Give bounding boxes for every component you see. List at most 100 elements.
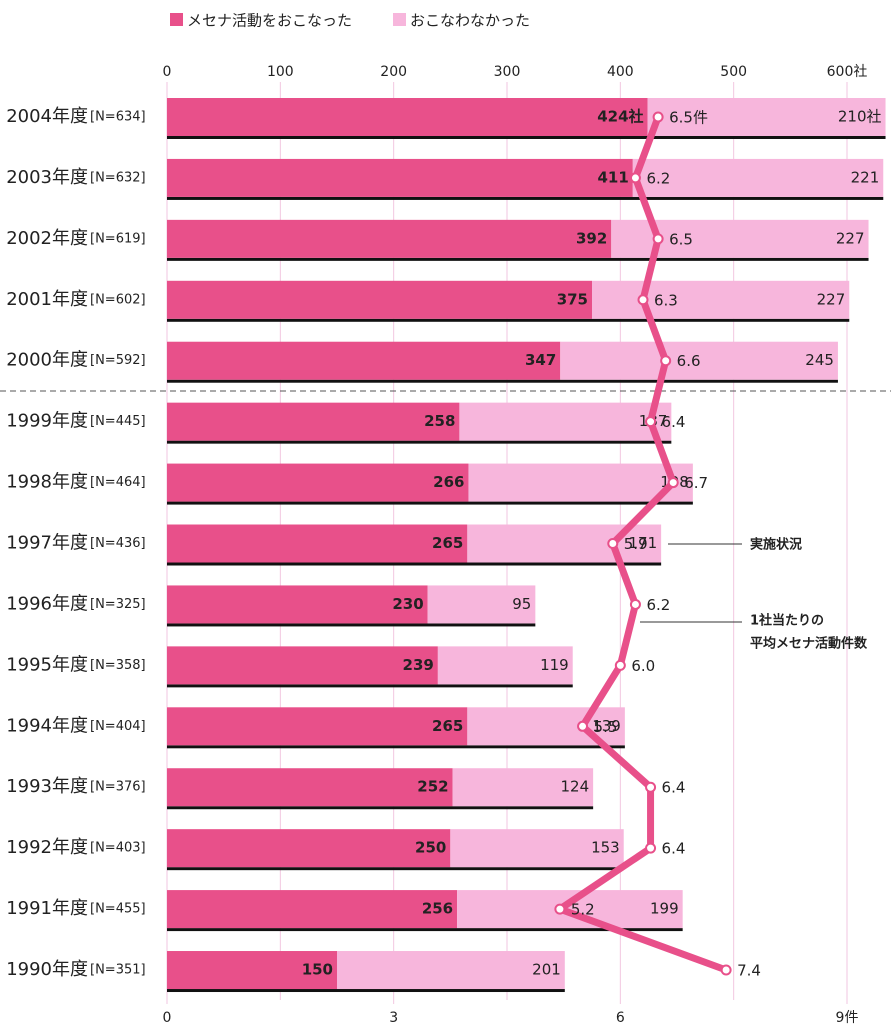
value-label: 239	[403, 656, 434, 674]
bar	[560, 341, 838, 380]
line-value-label: 6.4	[662, 840, 686, 858]
value-label: 347	[525, 351, 556, 369]
value-label: 265	[432, 717, 463, 735]
category-label: 1999年度	[6, 411, 88, 432]
bar	[167, 219, 612, 258]
bar	[167, 707, 468, 746]
line-value-label: 6.5	[669, 230, 693, 248]
n-label: [N=325]	[90, 597, 146, 612]
bar-shadow	[167, 440, 672, 444]
bar-shadow	[167, 136, 886, 139]
bar-shadow	[167, 562, 662, 566]
line-point	[645, 842, 657, 854]
value-label: 227	[817, 290, 846, 308]
x2-tick-label: 3	[389, 1010, 398, 1026]
bar-shadow	[167, 379, 838, 383]
line-value-label: 6.5件	[669, 109, 708, 127]
category-label: 1996年度	[6, 593, 88, 614]
line-point	[667, 477, 679, 489]
bar-shadow	[167, 867, 624, 871]
value-label: 245	[805, 351, 834, 369]
line-point	[652, 233, 664, 245]
bar	[167, 280, 592, 319]
bar	[452, 768, 594, 807]
category-label: 1994年度	[6, 715, 88, 736]
category-label: 1997年度	[6, 533, 88, 554]
category-label: 1993年度	[6, 776, 88, 797]
bar-shadow	[167, 501, 693, 505]
bar	[167, 98, 648, 136]
bar	[167, 768, 453, 807]
x-tick-label: 400	[607, 64, 634, 80]
line-value-label: 7.4	[737, 962, 761, 980]
category-label: 2002年度	[6, 228, 88, 249]
line-value-label: 5.9	[624, 535, 648, 553]
value-label: 221	[851, 168, 880, 186]
line-point	[577, 720, 589, 732]
x2-tick-label: 0	[163, 1010, 172, 1026]
n-label: [N=376]	[90, 780, 146, 795]
value-label: 266	[433, 473, 464, 491]
annotation: 1社当たりの	[750, 613, 824, 629]
bar	[167, 585, 428, 624]
x-tick-label: 600社	[827, 64, 868, 80]
bar	[167, 646, 438, 685]
value-label: 119	[540, 656, 569, 674]
value-label: 250	[415, 839, 446, 857]
line-point	[629, 172, 641, 184]
bar-shadow	[167, 318, 850, 322]
n-label: [N=619]	[90, 231, 146, 246]
line-value-label: 6.6	[677, 352, 701, 370]
value-label: 124	[560, 778, 589, 796]
value-label: 201	[532, 961, 561, 979]
x-tick-label: 500	[720, 64, 747, 80]
line-point	[607, 538, 619, 550]
bar	[459, 402, 672, 441]
category-label: 1998年度	[6, 472, 88, 493]
bar-shadow	[167, 623, 536, 627]
annotation: 平均メセナ活動件数	[750, 636, 868, 652]
value-label: 256	[422, 900, 453, 918]
n-label: [N=445]	[90, 414, 146, 429]
value-label: 139	[592, 717, 621, 735]
legend-label: メセナ活動をおこなった	[187, 12, 352, 30]
value-label: 171	[628, 534, 657, 552]
n-label: [N=358]	[90, 658, 146, 673]
line-value-label: 6.0	[631, 657, 655, 675]
value-label: 411	[597, 168, 628, 186]
bar	[427, 585, 536, 624]
bar-shadow	[167, 928, 683, 932]
x2-tick-label: 6	[616, 1010, 625, 1026]
legend-label: おこなわなかった	[410, 12, 530, 30]
bar	[167, 524, 468, 563]
bar-shadow	[167, 745, 625, 749]
n-label: [N=632]	[90, 170, 146, 185]
value-label: 424社	[597, 108, 643, 126]
n-label: [N=403]	[90, 841, 146, 856]
line-point	[554, 903, 566, 915]
bar	[592, 280, 850, 319]
bar-shadow	[167, 684, 573, 688]
line-value-label: 6.4	[662, 413, 686, 431]
value-label: 252	[417, 778, 448, 796]
legend-swatch	[170, 13, 183, 26]
bar	[167, 158, 633, 197]
bar	[647, 98, 886, 136]
line-point	[652, 111, 664, 123]
category-label: 1992年度	[6, 837, 88, 858]
category-label: 1991年度	[6, 898, 88, 919]
value-label: 153	[591, 839, 620, 857]
bar	[632, 158, 884, 197]
n-label: [N=404]	[90, 719, 146, 734]
value-label: 258	[424, 412, 455, 430]
bar	[167, 402, 460, 441]
line-point	[660, 355, 672, 367]
bar	[167, 341, 561, 380]
value-label: 392	[576, 229, 607, 247]
category-label: 2003年度	[6, 167, 88, 188]
line-value-label: 6.2	[646, 596, 670, 614]
line-point	[645, 781, 657, 793]
n-label: [N=602]	[90, 292, 146, 307]
bar	[437, 646, 573, 685]
